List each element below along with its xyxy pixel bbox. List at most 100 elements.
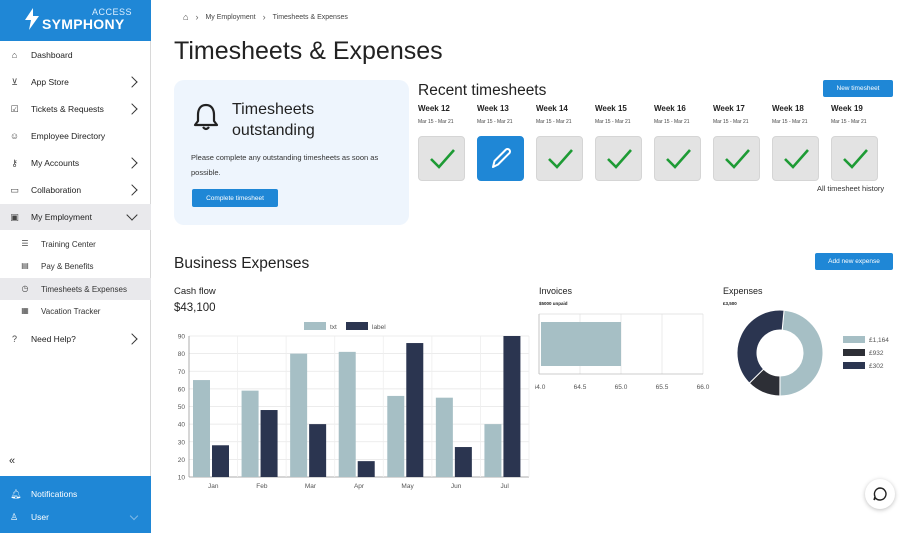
sidebar-item-collaboration[interactable]: ▭ Collaboration: [0, 177, 151, 203]
week-dates: Mar 15 - Mar 21: [536, 119, 572, 125]
collapse-sidebar-button[interactable]: «: [9, 455, 16, 467]
week-card[interactable]: Week 15 Mar 15 - Mar 21: [595, 104, 645, 181]
user-icon: ♙: [10, 511, 19, 522]
expenses-total: £3,500: [723, 301, 737, 306]
sidebar-item-app-store[interactable]: ⊻ App Store: [0, 69, 151, 95]
cashflow-label: Cash flow: [174, 286, 216, 297]
checkmark-icon: [725, 149, 750, 169]
sidebar-subitem-training-center[interactable]: ☰ Training Center: [0, 233, 151, 255]
x-tick-label: 65.5: [656, 384, 669, 391]
outstanding-title-line1: Timesheets: [232, 101, 315, 118]
week-card[interactable]: Week 16 Mar 15 - Mar 21: [654, 104, 704, 181]
week-dates: Mar 15 - Mar 21: [595, 119, 631, 125]
week-name: Week 12: [418, 104, 450, 113]
completed-timesheet-button[interactable]: [713, 136, 760, 181]
sidebar-item-my-accounts[interactable]: ⚷ My Accounts: [0, 150, 151, 176]
sidebar-item-label: Tickets & Requests: [31, 104, 104, 114]
week-dates: Mar 15 - Mar 21: [418, 119, 454, 125]
card-icon: ▤: [21, 261, 29, 270]
expenses-label: Expenses: [723, 286, 763, 296]
sidebar-item-tickets[interactable]: ☑ Tickets & Requests: [0, 96, 151, 122]
new-timesheet-button[interactable]: New timesheet: [823, 80, 893, 97]
sidebar-item-label: Dashboard: [31, 50, 73, 60]
y-tick-label: 50: [178, 404, 186, 411]
x-tick-label: 66.0: [697, 384, 710, 391]
bar-txt: [338, 351, 356, 477]
y-tick-label: 90: [178, 334, 186, 341]
sidebar-item-label: My Employment: [31, 212, 92, 222]
timesheet-history-link[interactable]: All timesheet history: [817, 184, 885, 193]
week-dates: Mar 15 - Mar 21: [772, 119, 808, 125]
bar-txt: [193, 380, 210, 477]
completed-timesheet-button[interactable]: [536, 136, 583, 181]
legend-swatch: [843, 349, 865, 356]
help-icon: ?: [11, 333, 17, 344]
folder-icon: ▭: [10, 184, 19, 195]
chat-button[interactable]: [865, 479, 895, 509]
x-tick-label: Apr: [354, 483, 365, 490]
legend-label: £932: [869, 350, 884, 357]
x-tick-label: Jun: [451, 483, 462, 490]
notifications-label: Notifications: [31, 489, 78, 499]
calendar-icon: ▦: [21, 306, 29, 315]
breadcrumb-item[interactable]: My Employment: [205, 13, 256, 21]
bell-icon: [193, 103, 219, 131]
clock-icon: ◷: [21, 284, 29, 293]
completed-timesheet-button[interactable]: [595, 136, 642, 181]
sidebar-subitem-label: Vacation Tracker: [41, 306, 101, 316]
checkmark-icon: [784, 149, 809, 169]
chevron-right-icon: [126, 76, 138, 88]
completed-timesheet-button[interactable]: [772, 136, 819, 181]
sidebar-subitem-timesheets-expenses[interactable]: ◷ Timesheets & Expenses: [0, 278, 151, 300]
sidebar-item-employee-directory[interactable]: ☺ Employee Directory: [0, 123, 151, 149]
sidebar-item-need-help[interactable]: ? Need Help?: [0, 326, 151, 352]
donut-slice: [779, 309, 824, 397]
week-card[interactable]: Week 13 Mar 15 - Mar 21: [477, 104, 527, 181]
week-card[interactable]: Week 14 Mar 15 - Mar 21: [536, 104, 586, 181]
bar-label: [406, 343, 424, 477]
cart-icon: ⊻: [11, 76, 18, 87]
chevron-down-icon: [126, 209, 138, 221]
pencil-icon: [492, 148, 511, 168]
add-expense-button[interactable]: Add new expense: [815, 253, 893, 270]
completed-timesheet-button[interactable]: [831, 136, 878, 181]
invoices-unpaid: $5000 unpaid: [539, 301, 568, 306]
sidebar-item-label: Employee Directory: [31, 131, 106, 141]
key-icon: ⚷: [11, 157, 18, 168]
y-tick-label: 20: [178, 457, 186, 464]
week-card[interactable]: Week 12 Mar 15 - Mar 21: [418, 104, 468, 181]
user-item[interactable]: ♙ User: [0, 506, 151, 528]
sidebar-subitem-vacation-tracker[interactable]: ▦ Vacation Tracker: [0, 300, 151, 322]
completed-timesheet-button[interactable]: [418, 136, 465, 181]
week-card[interactable]: Week 19 Mar 15 - Mar 21: [831, 104, 881, 181]
invoices-label: Invoices: [539, 286, 573, 296]
edit-timesheet-button[interactable]: [477, 136, 524, 181]
breadcrumb: ⌂ › My Employment › Timesheets & Expense…: [183, 12, 348, 22]
chevron-right-icon: ›: [195, 12, 199, 22]
legend-swatch: [304, 322, 326, 330]
legend-label: label: [372, 324, 386, 331]
home-icon[interactable]: ⌂: [183, 12, 189, 22]
breadcrumb-item: Timesheets & Expenses: [272, 13, 348, 21]
sidebar-item-my-employment[interactable]: ▣ My Employment: [0, 204, 151, 230]
outstanding-title: Timesheets outstanding: [232, 99, 315, 141]
week-dates: Mar 15 - Mar 21: [654, 119, 690, 125]
week-card[interactable]: Week 18 Mar 15 - Mar 21: [772, 104, 822, 181]
brand-line2: SYMPHONY: [42, 16, 125, 32]
expenses-donut-chart: £1,164 £932 £302: [736, 309, 889, 397]
complete-timesheet-button[interactable]: Complete timesheet: [192, 189, 278, 207]
bar-label: [260, 410, 278, 477]
notifications-item[interactable]: 🔔︎ Notifications: [0, 483, 151, 505]
brand-logo[interactable]: ACCESS SYMPHONY: [0, 0, 151, 41]
sidebar-subitem-pay-benefits[interactable]: ▤ Pay & Benefits: [0, 255, 151, 277]
week-card[interactable]: Week 17 Mar 15 - Mar 21: [713, 104, 763, 181]
y-tick-label: 60: [178, 386, 186, 393]
sidebar-item-dashboard[interactable]: ⌂ Dashboard: [0, 42, 151, 68]
recent-timesheets-title: Recent timesheets: [418, 82, 547, 99]
logo-mark-icon: [25, 8, 39, 30]
donut-slice: [736, 309, 785, 384]
x-tick-label: Feb: [256, 483, 268, 490]
bar-label: [503, 336, 521, 477]
legend-label: txt: [330, 324, 337, 331]
completed-timesheet-button[interactable]: [654, 136, 701, 181]
